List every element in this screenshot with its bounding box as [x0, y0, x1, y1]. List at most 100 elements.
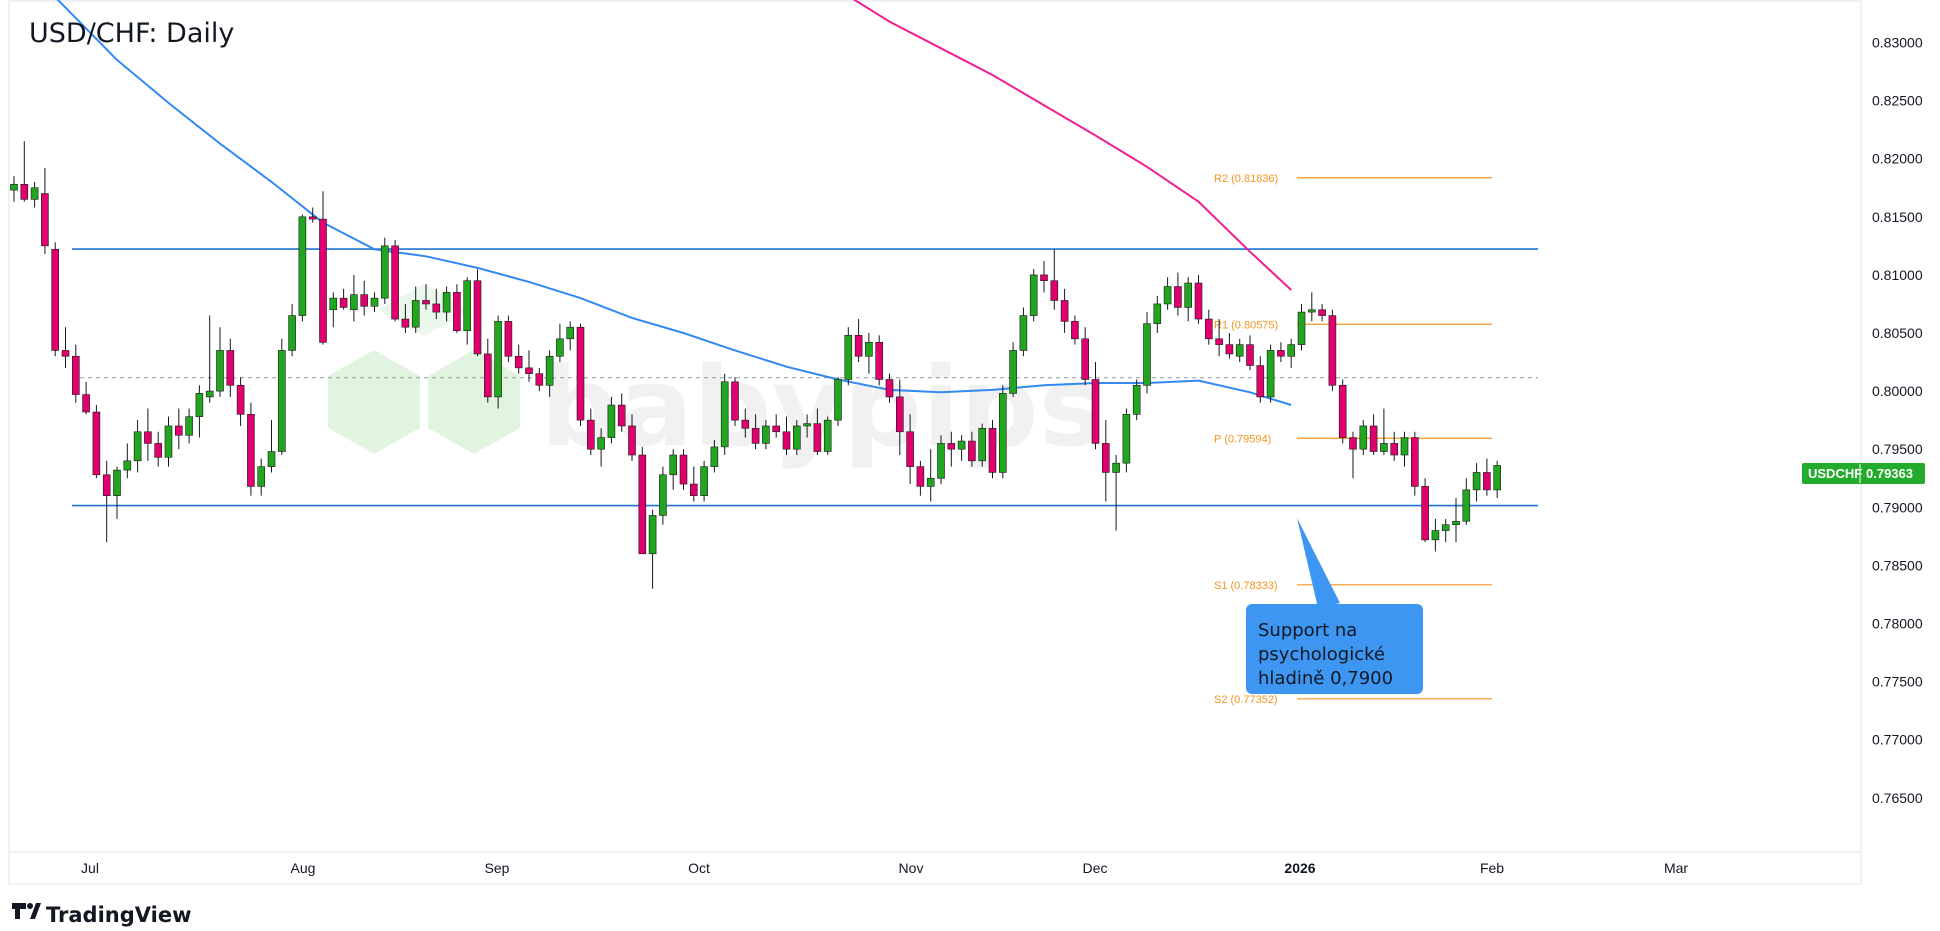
candle[interactable] — [1297, 303, 1306, 351]
candle[interactable] — [1029, 269, 1038, 322]
candle[interactable] — [834, 377, 842, 426]
candle[interactable] — [72, 344, 80, 403]
candle[interactable] — [885, 373, 894, 403]
candle[interactable] — [751, 414, 760, 450]
tradingview-logo[interactable]: TradingView — [12, 903, 191, 927]
candle[interactable] — [1369, 414, 1378, 456]
candle[interactable] — [607, 396, 616, 444]
candle[interactable] — [1318, 303, 1326, 322]
candle[interactable] — [205, 315, 214, 403]
candle[interactable] — [741, 408, 750, 438]
candle[interactable] — [30, 181, 39, 208]
candle[interactable] — [1009, 342, 1017, 397]
candle[interactable] — [545, 350, 554, 397]
candle[interactable] — [1359, 420, 1368, 456]
candle[interactable] — [782, 416, 791, 456]
candle[interactable] — [154, 431, 162, 467]
candle[interactable] — [1102, 420, 1110, 502]
candle[interactable] — [937, 435, 945, 485]
candle[interactable] — [1060, 288, 1069, 333]
candle[interactable] — [566, 321, 575, 351]
candle[interactable] — [895, 379, 904, 456]
candle[interactable] — [1050, 249, 1059, 310]
candle[interactable] — [1235, 338, 1244, 363]
candle[interactable] — [1205, 309, 1213, 345]
candle[interactable] — [998, 385, 1007, 479]
candle[interactable] — [1493, 460, 1501, 499]
candle[interactable] — [360, 280, 369, 316]
candle[interactable] — [669, 449, 678, 490]
candle[interactable] — [792, 420, 801, 456]
candle[interactable] — [133, 420, 142, 473]
candle[interactable] — [906, 414, 914, 485]
candle[interactable] — [298, 214, 307, 322]
candle[interactable] — [113, 466, 121, 519]
candle[interactable] — [463, 277, 472, 345]
ma-pink-line[interactable] — [848, 0, 1292, 291]
candle[interactable] — [1132, 379, 1141, 421]
candle[interactable] — [710, 439, 719, 473]
candle[interactable] — [339, 288, 348, 310]
candle[interactable] — [556, 323, 564, 363]
candle[interactable] — [968, 431, 976, 467]
candle[interactable] — [1328, 309, 1337, 392]
support-callout[interactable]: Support na psychologické hladině 0,7900 — [1246, 518, 1423, 694]
candle[interactable] — [720, 373, 729, 456]
candle[interactable] — [1122, 408, 1131, 473]
candle[interactable] — [473, 269, 482, 357]
candle[interactable] — [1287, 338, 1295, 368]
candle[interactable] — [638, 446, 647, 555]
candle[interactable] — [391, 240, 399, 322]
candle[interactable] — [380, 237, 389, 304]
candle[interactable] — [247, 402, 255, 496]
candle[interactable] — [1431, 518, 1440, 552]
candle[interactable] — [679, 449, 688, 490]
ma-blue-line[interactable] — [14, 0, 1292, 406]
candle[interactable] — [762, 420, 770, 450]
candle[interactable] — [659, 466, 667, 525]
candle[interactable] — [813, 408, 822, 456]
candle[interactable] — [1040, 260, 1048, 293]
candle[interactable] — [504, 315, 513, 363]
candle[interactable] — [628, 414, 636, 461]
candle[interactable] — [947, 431, 956, 467]
candle[interactable] — [422, 284, 430, 310]
candle[interactable] — [442, 286, 451, 322]
candle[interactable] — [175, 408, 183, 450]
candle[interactable] — [1411, 431, 1419, 496]
candle[interactable] — [164, 416, 173, 467]
candle[interactable] — [1091, 362, 1100, 450]
candle[interactable] — [854, 319, 863, 363]
candle[interactable] — [1483, 458, 1491, 496]
candle[interactable] — [102, 460, 111, 543]
candle[interactable] — [700, 460, 708, 502]
candle[interactable] — [1153, 295, 1162, 333]
candle[interactable] — [10, 176, 18, 202]
candle[interactable] — [648, 509, 657, 589]
candle[interactable] — [689, 466, 698, 502]
candle[interactable] — [1019, 307, 1028, 357]
candle[interactable] — [236, 377, 245, 426]
candle[interactable] — [1277, 342, 1285, 363]
candle[interactable] — [185, 408, 193, 444]
candle[interactable] — [1194, 274, 1203, 324]
candle[interactable] — [144, 408, 152, 461]
candle[interactable] — [401, 303, 410, 333]
candle[interactable] — [1472, 463, 1481, 502]
candle[interactable] — [432, 288, 441, 320]
candle[interactable] — [267, 420, 276, 473]
candle[interactable] — [1081, 327, 1089, 386]
candle[interactable] — [586, 408, 595, 456]
candle[interactable] — [1143, 312, 1151, 394]
candle[interactable] — [1163, 277, 1172, 310]
candle[interactable] — [1266, 344, 1275, 403]
candle[interactable] — [319, 191, 327, 345]
candle[interactable] — [1338, 379, 1347, 444]
candle[interactable] — [597, 428, 605, 467]
candle[interactable] — [957, 435, 966, 461]
candle[interactable] — [1441, 518, 1450, 543]
candle[interactable] — [61, 327, 70, 368]
candle[interactable] — [350, 274, 358, 322]
candle[interactable] — [1308, 292, 1316, 322]
